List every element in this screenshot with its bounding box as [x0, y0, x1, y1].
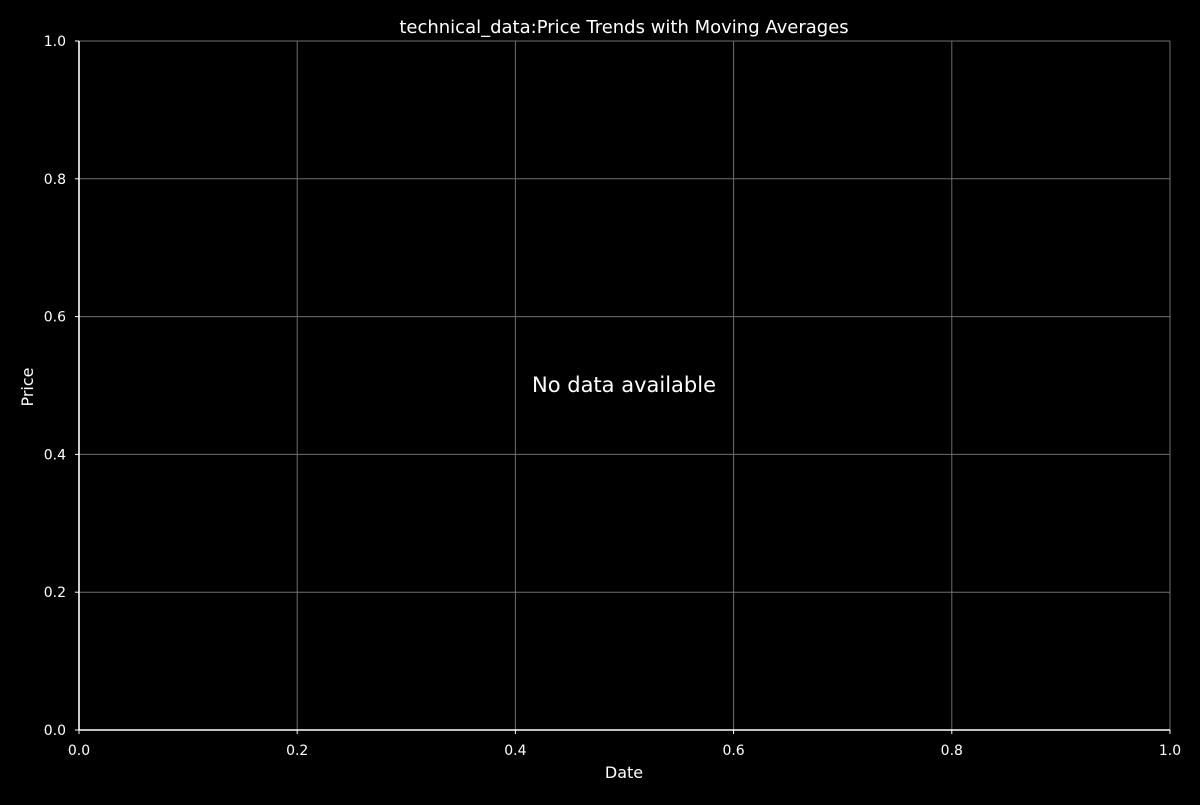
y-tick-label-4: 0.8 [44, 172, 66, 188]
x-tick-label-5: 1.0 [1159, 743, 1181, 759]
tick-labels: 0.0 0.2 0.4 0.6 0.8 1.0 0.0 0.2 0.4 0.6 0.8 1.0 [44, 34, 1181, 759]
x-tick-label-1: 0.2 [286, 743, 308, 759]
y-tick-label-2: 0.4 [44, 447, 66, 463]
y-tick-label-5: 1.0 [44, 34, 66, 50]
y-tick-label-3: 0.6 [44, 310, 66, 326]
axes [78, 41, 1170, 731]
y-tick-label-0: 0.0 [44, 723, 66, 739]
no-data-message: No data available [532, 373, 716, 397]
y-axis-label: Price [18, 367, 37, 406]
x-axis-label: Date [605, 763, 643, 782]
chart-title: technical_data:Price Trends with Moving … [399, 17, 848, 38]
x-tick-label-4: 0.8 [941, 743, 963, 759]
x-tick-label-0: 0.0 [68, 743, 90, 759]
x-tick-label-2: 0.4 [504, 743, 526, 759]
y-tick-label-1: 0.2 [44, 585, 66, 601]
x-tick-label-3: 0.6 [722, 743, 744, 759]
